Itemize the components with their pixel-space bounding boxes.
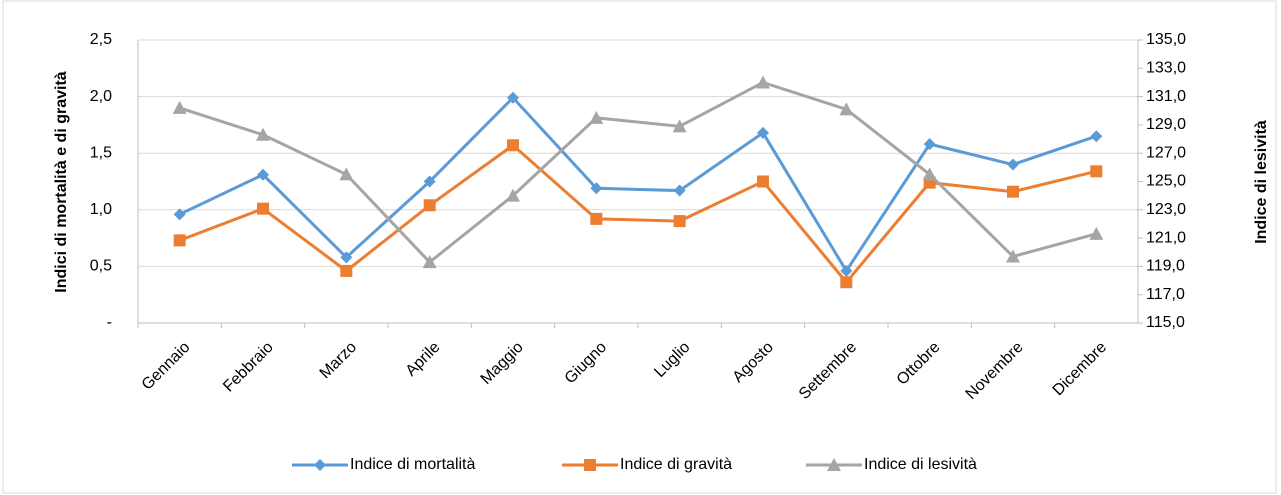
data-point [589, 110, 604, 124]
y2-tick-label: 129,0 [1146, 116, 1186, 133]
y2-tick-label: 117,0 [1146, 286, 1185, 303]
y-tick-label: 1,0 [90, 201, 112, 218]
data-point [756, 75, 770, 89]
data-point [590, 212, 603, 225]
legend-marker [314, 459, 326, 471]
data-point [1006, 249, 1020, 263]
y2-axis-title: Indice di lesività [1253, 120, 1270, 244]
data-point [340, 251, 353, 264]
data-point [340, 264, 353, 277]
data-point [339, 167, 354, 181]
legend-label: Indice di gravità [620, 456, 732, 473]
data-point [1089, 226, 1104, 240]
data-point [923, 138, 936, 151]
legend-marker [827, 458, 841, 471]
data-point [1090, 130, 1103, 143]
data-point [673, 215, 686, 228]
data-point [256, 127, 270, 141]
legend-label: Indice di mortalità [350, 456, 475, 473]
data-point [172, 100, 187, 114]
y-tick-label: 1,5 [90, 144, 112, 161]
data-point [840, 276, 853, 289]
y2-tick-label: 127,0 [1146, 144, 1186, 161]
data-point [672, 119, 687, 133]
data-point [506, 188, 520, 202]
y-tick-label: 2,0 [90, 88, 112, 105]
series-line [179, 143, 1097, 285]
data-point [922, 167, 937, 181]
data-point [1007, 185, 1019, 198]
y2-tick-label: 133,0 [1146, 60, 1186, 77]
y-tick-label: 0,5 [90, 258, 112, 275]
data-point [1090, 165, 1103, 178]
data-point [840, 264, 853, 277]
data-point [173, 208, 186, 221]
legend-label: Indice di lesività [864, 456, 977, 473]
y2-tick-label: 135,0 [1146, 31, 1186, 48]
data-point [173, 234, 186, 247]
y-tick-label: - [107, 314, 112, 331]
y-axis-title: Indici di mortalità e di gravità [53, 71, 70, 292]
data-point [839, 102, 854, 116]
data-point [1007, 158, 1019, 171]
data-point [507, 139, 519, 152]
data-point [257, 202, 269, 215]
y2-tick-label: 119,0 [1146, 258, 1185, 275]
legend-marker [584, 459, 596, 471]
y2-tick-label: 131,0 [1146, 88, 1186, 105]
data-point [757, 126, 769, 139]
y-tick-label: 2,5 [90, 31, 112, 48]
y2-tick-label: 121,0 [1146, 229, 1186, 246]
data-point [673, 184, 686, 197]
series-line [179, 80, 1097, 265]
y2-tick-label: 123,0 [1146, 201, 1186, 218]
data-point [257, 168, 269, 181]
data-point [423, 199, 436, 212]
data-point [423, 175, 436, 188]
series-line [179, 95, 1097, 274]
y2-tick-label: 125,0 [1146, 173, 1186, 190]
y2-tick-label: 115,0 [1146, 314, 1185, 331]
data-point [422, 255, 437, 269]
data-point [590, 182, 603, 195]
data-point [757, 175, 769, 188]
data-point [507, 91, 519, 104]
